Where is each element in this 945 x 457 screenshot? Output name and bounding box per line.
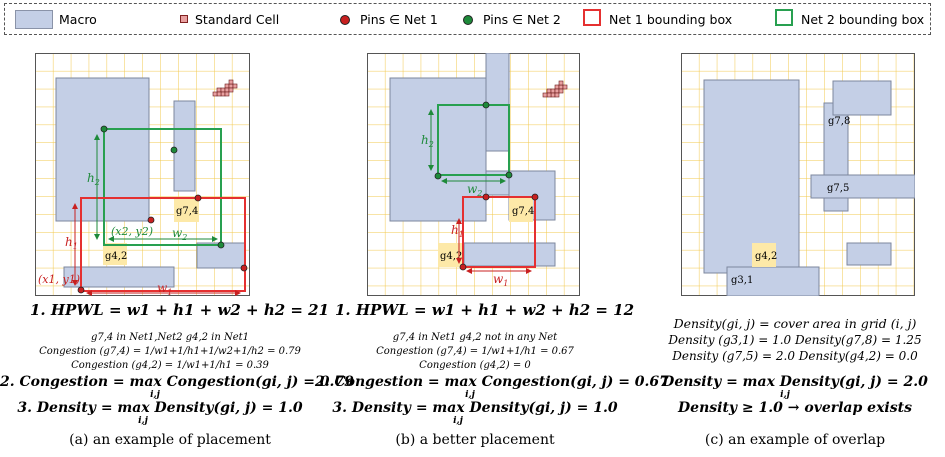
panel-c-density-line2: Density (g7,5) = 2.0 Density(g4,2) = 0.0 bbox=[672, 349, 918, 363]
label-g75: g7,5 bbox=[827, 183, 849, 194]
panel-b-density: 3. Density = max Density(gi, j) = 1.0 bbox=[332, 400, 618, 416]
panel-c-overlap: Density ≥ 1.0 → overlap exists bbox=[678, 400, 912, 416]
cell-white-gap bbox=[485, 150, 510, 172]
label-w1-sub: 1 bbox=[503, 279, 508, 288]
macro-small-right bbox=[846, 242, 892, 266]
label-g74: g7,4 bbox=[512, 206, 534, 217]
legend-pins-net1: Pins ∈ Net 1 bbox=[360, 12, 438, 27]
svg-text:w2: w2 bbox=[467, 182, 482, 198]
svg-text:h2: h2 bbox=[421, 133, 434, 149]
panel-b-diagram: g7,4 g4,2 h2 w2 h1 w1 bbox=[367, 53, 580, 296]
label-w1: w bbox=[157, 281, 168, 295]
label-g74: g7,4 bbox=[176, 206, 198, 217]
panel-b-congestion: 2. Congestion = max Congestion(gi, j) = … bbox=[315, 374, 669, 390]
panel-a-hpwl: 1. HPWL = w1 + h1 + w2 + h2 = 21 bbox=[30, 301, 330, 319]
macro-bottom bbox=[463, 242, 556, 267]
label-h1: h bbox=[65, 235, 73, 249]
macro-tall bbox=[485, 53, 510, 196]
cell-g74-highlight bbox=[509, 197, 533, 222]
standard-cell-swatch bbox=[180, 15, 188, 23]
label-x1y1: (x1, y1) bbox=[38, 273, 80, 286]
cell-g74-highlight bbox=[174, 197, 199, 222]
panel-b-congestion-sub: i,j bbox=[465, 390, 475, 400]
label-x2y2: (x2, y2) bbox=[111, 225, 153, 238]
panel-a-congestion: 2. Congestion = max Congestion(gi, j) = … bbox=[0, 374, 354, 390]
svg-text:h2: h2 bbox=[87, 171, 100, 187]
panel-c-density-sub: i,j bbox=[780, 390, 790, 400]
panel-a-note3: Congestion (g4,2) = 1/w1+1/h1 = 0.39 bbox=[71, 360, 269, 371]
macro-mid-right bbox=[810, 174, 915, 199]
net1-box-swatch bbox=[583, 9, 601, 26]
panel-b-caption: (b) a better placement bbox=[395, 432, 555, 448]
panel-b-hpwl: 1. HPWL = w1 + h1 + w2 + h2 = 12 bbox=[335, 301, 635, 319]
panel-b-note3: Congestion (g4,2) = 0 bbox=[419, 360, 531, 371]
net2-box-swatch bbox=[775, 9, 793, 26]
panel-a-density: 3. Density = max Density(gi, j) = 1.0 bbox=[17, 400, 303, 416]
panel-c-max-density: Density = max Density(gi, j) = 2.0 bbox=[662, 374, 928, 390]
macro-tall bbox=[173, 100, 196, 192]
label-g42: g4,2 bbox=[105, 251, 127, 262]
label-g31: g3,1 bbox=[731, 275, 753, 286]
legend-pins-net2: Pins ∈ Net 2 bbox=[483, 12, 561, 27]
panel-c-caption: (c) an example of overlap bbox=[704, 432, 886, 448]
net1-pins bbox=[459, 193, 539, 271]
panel-c-density-line1: Density (g3,1) = 1.0 Density(g7,8) = 1.2… bbox=[668, 333, 922, 347]
standard-cells bbox=[212, 79, 238, 97]
macro-big bbox=[703, 79, 800, 274]
label-w1: w bbox=[493, 272, 504, 286]
panel-a-diagram: g7,4 g4,2 h2 w2 (x2, y2) h1 w1 (x1, y1) bbox=[35, 53, 250, 296]
label-h2-sub: 2 bbox=[94, 178, 100, 187]
legend-net1-box: Net 1 bounding box bbox=[609, 12, 733, 27]
macro-bottom bbox=[63, 266, 175, 288]
panel-a-caption: (a) an example of placement bbox=[69, 432, 271, 448]
cell-g42-highlight bbox=[752, 243, 776, 267]
panel-a-note1: g7,4 in Net1,Net2 g4,2 in Net1 bbox=[90, 332, 250, 343]
legend-macro: Macro bbox=[59, 12, 97, 27]
label-w2: w bbox=[172, 226, 183, 240]
label-h1-sub: 1 bbox=[459, 230, 464, 239]
svg-text:w1: w1 bbox=[157, 281, 172, 296]
label-g42: g4,2 bbox=[440, 251, 462, 262]
label-h2: h bbox=[421, 133, 429, 147]
net2-bounding-box bbox=[103, 128, 222, 246]
label-h1-sub: 1 bbox=[73, 242, 78, 251]
panel-b-note1: g7,4 in Net1 g4,2 not in any Net bbox=[392, 332, 558, 343]
label-w2-sub: 2 bbox=[476, 189, 482, 198]
net1-pins bbox=[77, 194, 248, 294]
net2-pin-swatch bbox=[463, 15, 473, 25]
label-g42: g4,2 bbox=[755, 251, 777, 262]
panel-a-density-sub: i,j bbox=[138, 416, 148, 426]
net2-bounding-box bbox=[437, 104, 510, 176]
svg-text:h1: h1 bbox=[451, 223, 464, 239]
svg-text:h1: h1 bbox=[65, 235, 78, 251]
net1-pin-swatch bbox=[340, 15, 350, 25]
net1-bounding-box bbox=[462, 196, 536, 268]
panel-a-note2: Congestion (g7,4) = 1/w1+1/h1+1/w2+1/h2 … bbox=[39, 346, 301, 357]
net2-pins bbox=[100, 125, 225, 249]
panel-b-note2: Congestion (g7,4) = 1/w1+1/h1 = 0.67 bbox=[376, 346, 574, 357]
macro-swatch bbox=[15, 10, 53, 29]
label-h2: h bbox=[87, 171, 95, 185]
cell-g42-highlight bbox=[103, 243, 127, 265]
legend-standard-cell: Standard Cell bbox=[195, 12, 280, 27]
legend-net2-box: Net 2 bounding box bbox=[801, 12, 925, 27]
standard-cells bbox=[542, 80, 568, 98]
legend: Macro Standard Cell Pins ∈ Net 1 Pins ∈ … bbox=[4, 3, 931, 35]
label-h2-sub: 2 bbox=[428, 140, 434, 149]
panel-a-congestion-sub: i,j bbox=[150, 390, 160, 400]
macro-top-right bbox=[832, 80, 892, 116]
label-g78: g7,8 bbox=[828, 116, 850, 127]
panel-c-diagram: g7,8 g7,5 g4,2 g3,1 bbox=[681, 53, 915, 296]
label-h1: h bbox=[451, 223, 459, 237]
label-w2: w bbox=[467, 182, 478, 196]
macro-big bbox=[55, 77, 150, 222]
svg-text:w1: w1 bbox=[493, 272, 508, 288]
label-w2-sub: 2 bbox=[181, 233, 187, 242]
label-w1-sub: 1 bbox=[167, 288, 172, 296]
net2-pins bbox=[434, 101, 513, 180]
panel-b-density-sub: i,j bbox=[453, 416, 463, 426]
panel-c-definition: Density(gi, j) = cover area in grid (i, … bbox=[673, 316, 917, 331]
svg-text:w2: w2 bbox=[172, 226, 187, 242]
